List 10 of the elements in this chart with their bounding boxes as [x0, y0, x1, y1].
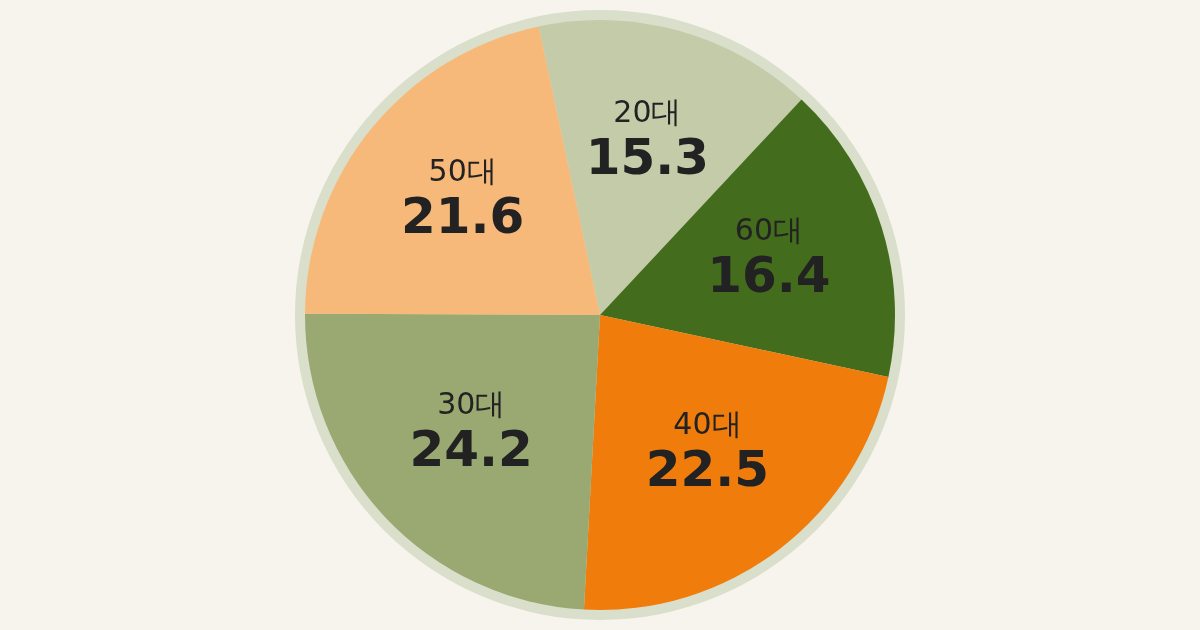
- data-label: 16.4: [707, 246, 831, 305]
- data-label: 15.3: [585, 128, 710, 187]
- slice-label: 40대: [673, 405, 742, 441]
- slice-label: 30대: [437, 386, 506, 422]
- data-label: 22.5: [645, 439, 770, 498]
- data-label: 24.2: [409, 420, 533, 479]
- slice-label: 20대: [613, 94, 682, 130]
- slice-label: 60대: [734, 212, 803, 248]
- slice-label: 50대: [428, 153, 497, 189]
- data-label: 21.6: [400, 187, 525, 246]
